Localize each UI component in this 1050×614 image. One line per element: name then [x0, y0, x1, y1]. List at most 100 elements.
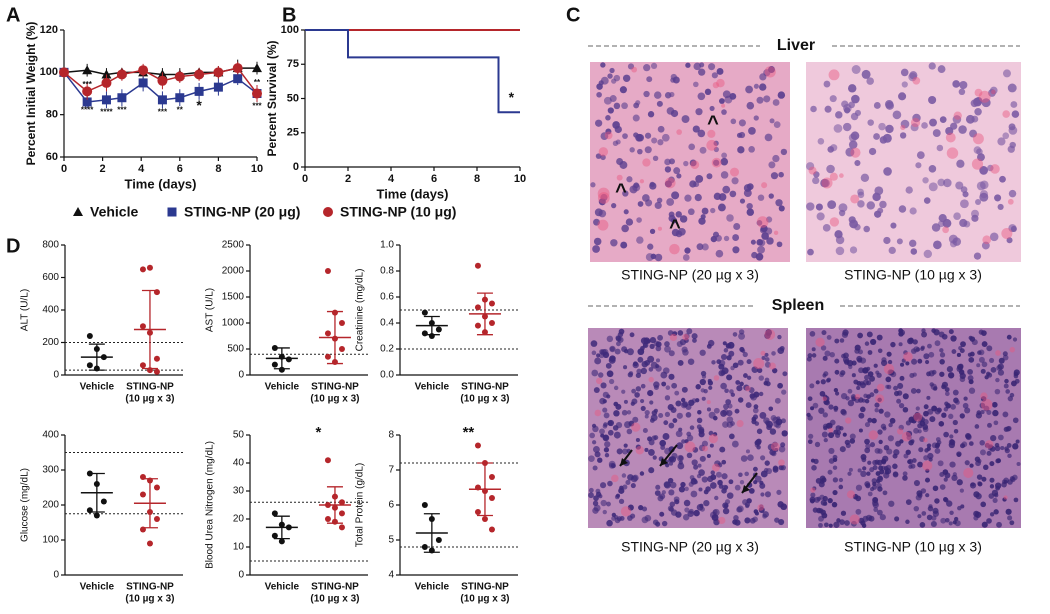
nucleus: [960, 341, 966, 348]
nucleus: [953, 429, 959, 434]
nucleus: [833, 124, 843, 133]
nucleus: [655, 358, 661, 363]
nucleus: [664, 341, 670, 347]
nucleus: [623, 209, 629, 215]
data-point: [324, 268, 331, 274]
nucleus: [594, 357, 602, 365]
nucleus: [754, 475, 762, 483]
nucleus: [623, 365, 628, 370]
rbc: [821, 177, 833, 189]
nucleus: [693, 464, 699, 470]
data-point: [271, 532, 278, 539]
y-tick-label: 0.8: [380, 266, 394, 277]
nucleus: [708, 385, 713, 390]
nucleus: [864, 341, 870, 346]
nucleus: [832, 465, 838, 470]
data-point: [331, 493, 338, 500]
nucleus: [1006, 237, 1013, 244]
histology-image: [806, 328, 1021, 528]
nucleus: [905, 361, 910, 366]
nucleus: [774, 447, 779, 452]
nucleus: [923, 249, 932, 259]
nucleus: [676, 412, 683, 419]
nucleus: [993, 509, 999, 515]
rbc: [690, 160, 700, 170]
nucleus: [588, 487, 594, 493]
nucleus: [859, 406, 866, 413]
nucleus: [868, 147, 877, 156]
nucleus: [644, 132, 652, 139]
nucleus: [857, 468, 862, 473]
nucleus: [729, 190, 737, 198]
nucleus: [956, 352, 961, 358]
marker: [194, 86, 204, 96]
nucleus: [726, 214, 734, 222]
nucleus: [751, 366, 759, 374]
nucleus: [849, 246, 858, 254]
nucleus: [696, 417, 703, 424]
nucleus: [811, 347, 816, 352]
y-tick-label: 200: [42, 337, 59, 348]
nucleus: [952, 80, 960, 88]
y-axis-label: Creatinine (mg/dL): [355, 269, 366, 352]
nucleus: [625, 218, 634, 226]
y-tick-label: 4: [388, 570, 394, 581]
significance: **: [177, 106, 184, 115]
nucleus: [894, 390, 900, 397]
nucleus: [840, 370, 846, 376]
nucleus: [952, 419, 958, 426]
nucleus: [657, 139, 664, 146]
rbc: [657, 226, 663, 231]
nucleus: [667, 404, 674, 411]
nucleus: [693, 62, 702, 71]
nucleus: [713, 159, 720, 166]
rbc: [980, 398, 993, 411]
y-axis-label: Total Protein (g/dL): [355, 463, 366, 548]
nucleus: [830, 144, 838, 152]
rbc: [923, 437, 928, 443]
histology-image: [806, 62, 1021, 262]
nucleus: [737, 505, 744, 513]
nucleus: [591, 369, 599, 377]
nucleus: [993, 420, 999, 426]
nucleus: [827, 497, 833, 504]
nucleus: [995, 377, 1000, 383]
nucleus: [981, 476, 987, 482]
nucleus: [746, 208, 755, 216]
rbc: [903, 352, 913, 362]
nucleus: [668, 422, 675, 429]
nucleus: [831, 501, 838, 508]
nucleus: [720, 353, 728, 361]
data-point: [481, 329, 488, 336]
nucleus: [917, 514, 922, 519]
nucleus: [683, 160, 689, 167]
nucleus: [839, 519, 845, 525]
rbc: [597, 187, 610, 200]
nucleus: [946, 366, 953, 373]
marker: [82, 65, 93, 75]
y-tick-label: 0: [53, 570, 59, 581]
nucleus: [928, 351, 935, 358]
nucleus: [713, 407, 720, 414]
rbc: [712, 81, 720, 89]
nucleus: [807, 396, 813, 402]
nucleus: [593, 495, 599, 502]
rbc: [745, 385, 751, 392]
nucleus: [697, 410, 702, 415]
data-point: [153, 289, 160, 296]
nucleus: [649, 343, 655, 350]
nucleus: [780, 148, 788, 156]
nucleus: [753, 83, 759, 89]
lesion-mark: ^: [669, 216, 681, 238]
nucleus: [692, 125, 700, 133]
nucleus: [850, 394, 857, 400]
nucleus: [668, 373, 675, 380]
nucleus: [692, 338, 697, 343]
nucleus: [652, 455, 657, 460]
nucleus: [711, 360, 716, 365]
nucleus: [655, 484, 661, 490]
nucleus: [893, 385, 898, 391]
nucleus: [629, 332, 635, 338]
arrow-head: [620, 458, 628, 466]
rbc: [768, 362, 776, 370]
